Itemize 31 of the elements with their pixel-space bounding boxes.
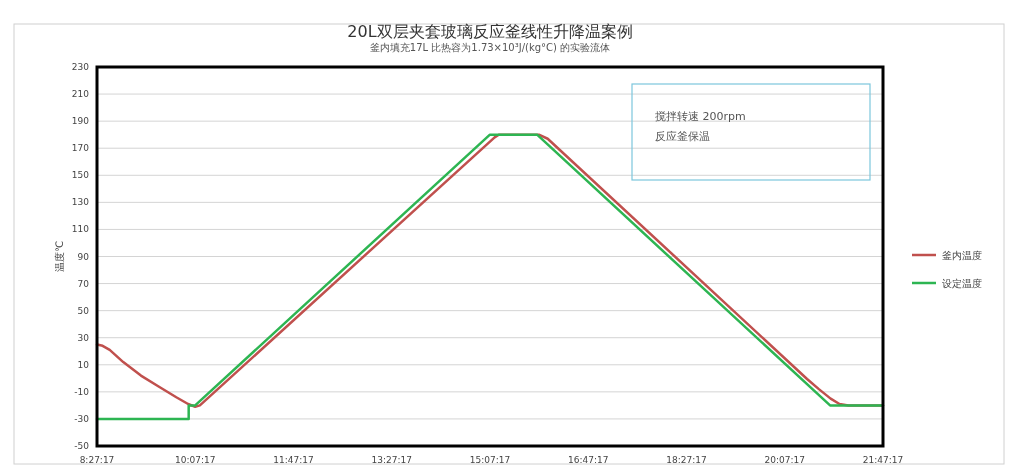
y-tick-label: -30 [74, 413, 90, 424]
y-tick-label: 230 [71, 62, 90, 72]
y-tick-label: -50 [74, 441, 90, 451]
chart-title: 20L双层夹套玻璃反应釜线性升降温案例 [347, 22, 633, 41]
y-axis-title: 温度℃ [54, 240, 65, 273]
x-tick-label: 16:47:17 [568, 455, 609, 465]
x-tick-label: 10:07:17 [175, 455, 216, 465]
y-tick-label: 210 [71, 89, 90, 100]
x-tick-label: 20:07:17 [764, 455, 805, 465]
x-tick-label: 18:27:17 [666, 455, 707, 465]
annotation: 搅拌转速 200rpm [655, 110, 746, 123]
legend-label: 釜内温度 [942, 250, 982, 261]
y-tick-label: 70 [77, 278, 90, 289]
chart-subtitle: 釜内填充17L 比热容为1.73×10³J/(kg°C) 的实验流体 [369, 42, 611, 53]
x-tick-label: 11:47:17 [273, 455, 314, 465]
y-tick-label: -10 [74, 386, 90, 397]
y-tick-label: 130 [71, 197, 90, 208]
y-tick-label: 90 [77, 251, 90, 262]
y-tick-label: 150 [71, 170, 90, 181]
y-tick-label: 190 [71, 116, 90, 127]
y-tick-label: 110 [71, 224, 90, 235]
x-tick-label: 21:47:17 [862, 455, 904, 465]
y-tick-label: 50 [77, 305, 90, 316]
x-tick-label: 15:07:17 [469, 455, 511, 465]
y-tick-label: 10 [77, 359, 90, 370]
legend-label: 设定温度 [942, 278, 982, 289]
x-tick-label: 8:27:17 [79, 455, 115, 465]
x-tick-label: 13:27:17 [371, 455, 412, 465]
y-tick-label: 170 [71, 143, 90, 154]
y-tick-label: 30 [77, 332, 90, 343]
annotation: 反应釜保温 [655, 130, 710, 143]
